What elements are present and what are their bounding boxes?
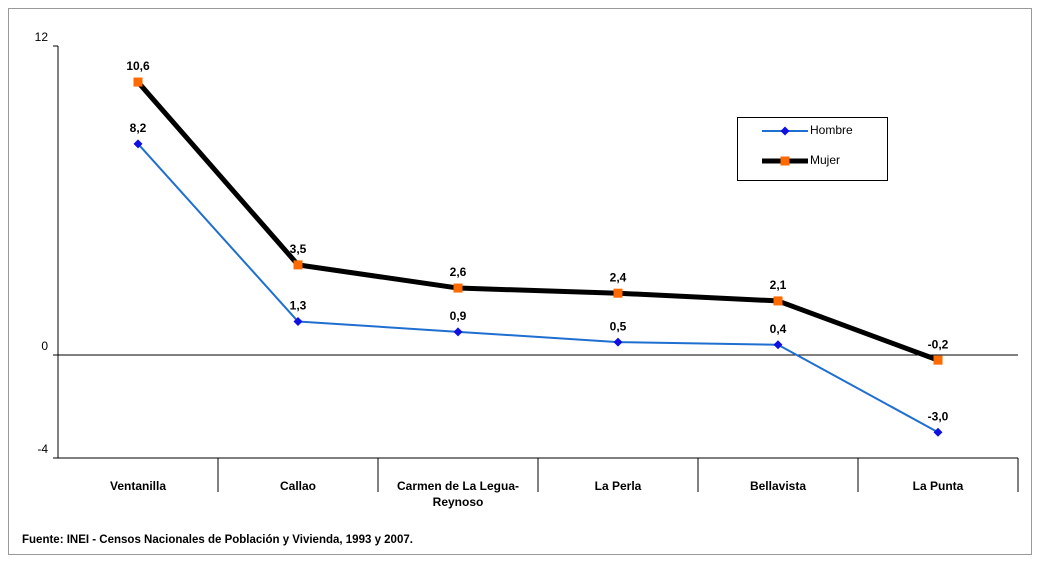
point [453,283,463,293]
point [780,126,790,136]
chart-frame [8,8,1032,555]
point [613,337,623,347]
y-tick-label: -4 [37,442,48,456]
point [293,317,303,327]
point [933,427,943,437]
x-tick-label: Carmen de La Legua- Reynoso [397,479,519,509]
data-label: 3,5 [290,242,307,256]
x-tick-label: La Perla [595,479,642,493]
data-label: 10,6 [126,59,150,73]
x-tick-label: Bellavista [750,479,806,493]
legend-label: Hombre [810,123,853,137]
point [133,77,143,87]
point [613,288,623,298]
point [780,156,790,166]
data-label: 1,3 [290,299,307,313]
x-tick-label-line: Carmen de La Legua- [397,479,519,493]
data-label: 2,4 [610,270,627,284]
y-tick-label: 0 [41,339,48,353]
data-label: 2,6 [450,265,467,279]
y-tick-label: 12 [35,30,49,44]
data-label: 0,5 [610,319,627,333]
data-label: 2,1 [770,278,787,292]
series-line [136,80,939,363]
point [773,296,783,306]
x-tick-label: Callao [280,479,316,493]
data-label: -3,0 [928,409,949,423]
point [773,340,783,350]
series-line [137,143,939,434]
data-label: 8,2 [130,121,147,135]
x-tick-label: Ventanilla [110,479,166,493]
source-note: Fuente: INEI - Censos Nacionales de Pobl… [22,534,413,546]
x-tick-label-line: Reynoso [433,495,484,509]
x-tick-label: La Punta [913,479,964,493]
data-label: -0,2 [928,337,949,351]
point [453,327,463,337]
point [293,260,303,270]
data-label: 0,4 [770,322,787,336]
point [133,139,143,149]
point [933,355,943,365]
legend-box [737,117,888,181]
data-label: 0,9 [450,309,467,323]
legend-label: Mujer [810,153,840,167]
